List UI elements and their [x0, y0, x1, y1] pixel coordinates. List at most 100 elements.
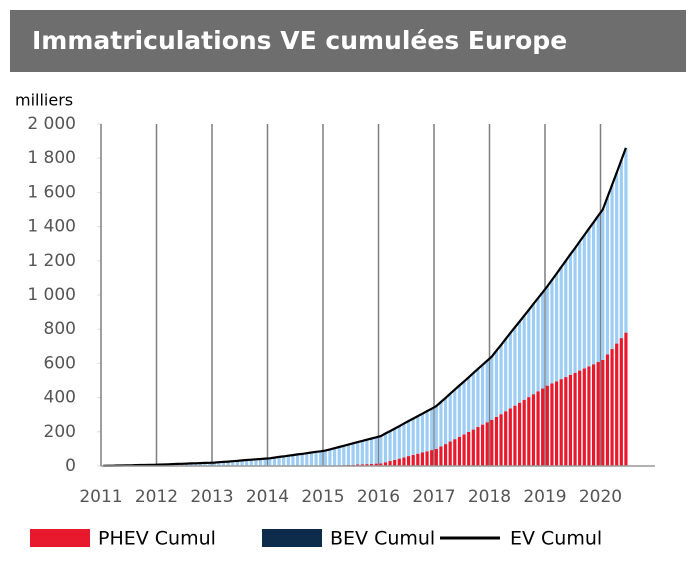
bar — [550, 280, 553, 383]
bar — [606, 355, 609, 466]
y-tick-label: 1 400 — [27, 217, 76, 237]
bar — [546, 386, 549, 466]
bar — [578, 241, 581, 370]
bar — [587, 229, 590, 367]
bar — [388, 431, 391, 461]
y-tick-label: 800 — [44, 319, 76, 339]
x-tick-label: 2016 — [357, 487, 400, 507]
bar — [518, 322, 521, 403]
bar — [324, 451, 327, 466]
bar — [499, 345, 502, 414]
bar — [587, 366, 590, 466]
bar — [338, 447, 341, 465]
bar — [393, 460, 396, 466]
y-tick-label: 200 — [44, 422, 76, 442]
bar — [564, 377, 567, 466]
bar — [486, 422, 489, 466]
bar — [361, 441, 364, 464]
bar — [504, 411, 507, 466]
bar — [314, 452, 317, 466]
legend-swatch — [30, 529, 90, 547]
bar — [291, 455, 294, 466]
bar — [481, 425, 484, 466]
bar — [407, 456, 410, 466]
bar — [560, 379, 563, 466]
bar — [610, 185, 613, 349]
bar — [356, 442, 359, 464]
bar — [550, 383, 553, 466]
bar — [379, 436, 382, 463]
x-tick-label: 2018 — [468, 487, 511, 507]
bar — [583, 235, 586, 368]
x-tick-label: 2017 — [412, 487, 455, 507]
bar — [310, 452, 313, 466]
bar — [435, 406, 438, 449]
bar — [435, 449, 438, 466]
bar — [333, 448, 336, 465]
bar — [541, 292, 544, 388]
bar — [569, 254, 572, 375]
bar — [569, 375, 572, 466]
bar — [277, 457, 280, 466]
y-tick-label: 600 — [44, 353, 76, 373]
y-tick-label: 1 000 — [27, 285, 76, 305]
bar — [449, 394, 452, 442]
bar — [430, 409, 433, 450]
bar — [573, 373, 576, 466]
bar — [560, 267, 563, 379]
x-tick-label: 2014 — [246, 487, 289, 507]
bar — [472, 430, 475, 466]
y-tick-label: 2 000 — [27, 114, 76, 134]
bar — [439, 402, 442, 446]
bar — [513, 406, 516, 466]
bar — [527, 310, 530, 397]
bar — [384, 434, 387, 463]
bar — [592, 364, 595, 466]
bar — [444, 398, 447, 444]
bar — [518, 403, 521, 466]
bar — [444, 444, 447, 466]
bar — [365, 440, 368, 464]
chart-title: Immatriculations VE cumulées Europe — [32, 26, 567, 55]
bar — [425, 451, 428, 466]
bar — [476, 369, 479, 427]
bar — [555, 381, 558, 466]
bar — [490, 420, 493, 466]
legend-label: BEV Cumul — [330, 528, 435, 550]
bar — [624, 148, 627, 333]
bar — [430, 450, 433, 466]
bar — [462, 434, 465, 466]
bar — [296, 454, 299, 466]
x-tick-label: 2019 — [523, 487, 566, 507]
bar — [282, 456, 285, 466]
bar — [421, 414, 424, 453]
bar — [412, 419, 415, 455]
legend-label: PHEV Cumul — [98, 528, 216, 550]
bar — [273, 458, 276, 466]
bar — [597, 362, 600, 466]
bar — [527, 397, 530, 466]
bar — [509, 408, 512, 466]
bar — [439, 447, 442, 466]
bar — [347, 445, 350, 465]
bar — [620, 160, 623, 338]
bar — [601, 360, 604, 466]
y-tick-label: 0 — [65, 456, 76, 476]
bar — [416, 454, 419, 466]
bar — [541, 389, 544, 466]
bar — [458, 437, 461, 466]
x-tick-label: 2015 — [301, 487, 344, 507]
bar — [601, 210, 604, 360]
bar — [453, 390, 456, 440]
bar — [402, 457, 405, 466]
bar — [449, 442, 452, 466]
bar — [513, 327, 516, 405]
bar — [421, 452, 424, 466]
bar — [620, 338, 623, 466]
bar — [532, 394, 535, 466]
bar — [425, 411, 428, 451]
bar — [481, 365, 484, 425]
bar — [606, 197, 609, 354]
bar — [287, 456, 290, 466]
legend-label: EV Cumul — [510, 528, 602, 550]
